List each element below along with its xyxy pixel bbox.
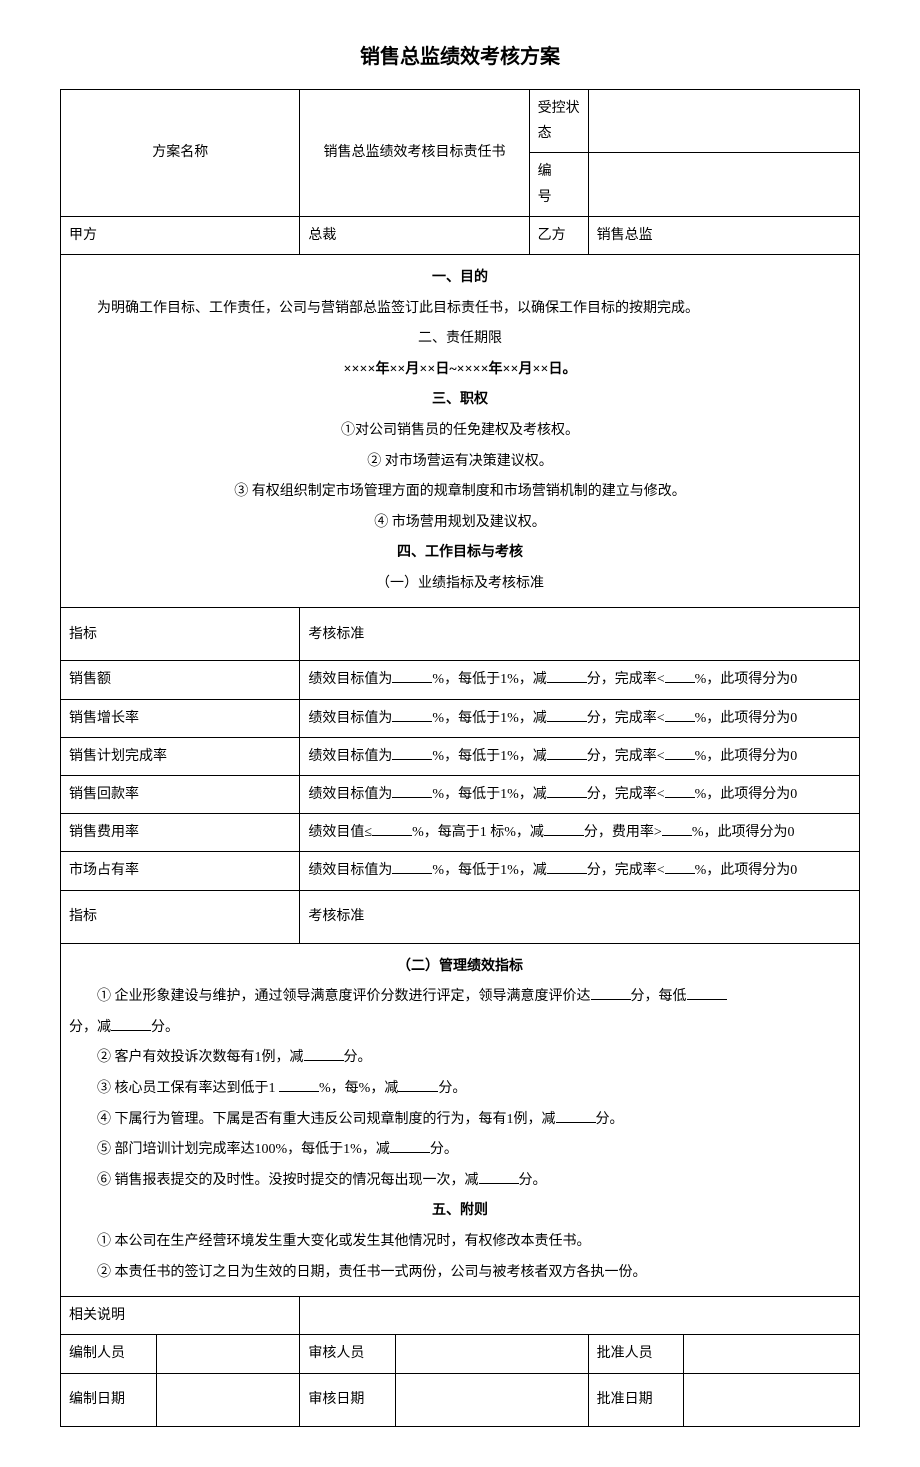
prep-person-value <box>156 1335 300 1373</box>
kpi-footer-standard: 考核标准 <box>300 890 860 943</box>
kpi-row-name: 销售费用率 <box>61 814 300 852</box>
section3-heading: 三、职权 <box>69 387 851 414</box>
number-value <box>588 153 859 216</box>
review-date-value <box>396 1373 588 1426</box>
section1-heading: 一、目的 <box>69 265 851 292</box>
kpi-row-std: 绩效目标值为%，每低于1%，减分，完成率<%，此项得分为0 <box>300 737 860 775</box>
party-b-value: 销售总监 <box>588 216 859 254</box>
status-value <box>588 90 859 153</box>
section4-sub1: （一）业绩指标及考核标准 <box>69 571 851 598</box>
page-title: 销售总监绩效考核方案 <box>60 40 860 69</box>
section4b-heading: （二）管理绩效指标 <box>69 954 851 981</box>
plan-name-value: 销售总监绩效考核目标责任书 <box>300 90 529 217</box>
section5-item: ① 本公司在生产经营环境发生重大变化或发生其他情况时，有权修改本责任书。 <box>69 1229 851 1256</box>
kpi-row-name: 销售额 <box>61 661 300 699</box>
mgmt-item-4: ④ 下属行为管理。下属是否有重大违反公司规章制度的行为，每有1例，减分。 <box>69 1107 851 1134</box>
approve-person-label: 批准人员 <box>588 1335 684 1373</box>
section3-item: ③ 有权组织制定市场管理方面的规章制度和市场营销机制的建立与修改。 <box>69 479 851 506</box>
section1-text: 为明确工作目标、工作责任，公司与营销部总监签订此目标责任书，以确保工作目标的按期… <box>69 296 851 323</box>
approve-person-value <box>684 1335 860 1373</box>
mgmt-item-6: ⑥ 销售报表提交的及时性。没按时提交的情况每出现一次，减分。 <box>69 1168 851 1195</box>
kpi-row-std: 绩效目标值为%，每低于1%，减分，完成率<%，此项得分为0 <box>300 852 860 890</box>
mgmt-item-5: ⑤ 部门培训计划完成率达100%，每低于1%，减分。 <box>69 1137 851 1164</box>
party-a-value: 总裁 <box>300 216 529 254</box>
review-person-label: 审核人员 <box>300 1335 396 1373</box>
kpi-row-std: 绩效目标值为%，每低于1%，减分，完成率<%，此项得分为0 <box>300 699 860 737</box>
section5-heading: 五、附则 <box>69 1198 851 1225</box>
mgmt-item-3: ③ 核心员工保有率达到低于1 %，每%，减分。 <box>69 1076 851 1103</box>
mgmt-item-2: ② 客户有效投诉次数每有1例，减分。 <box>69 1045 851 1072</box>
notes-label: 相关说明 <box>61 1297 300 1335</box>
section3-item: ② 对市场营运有决策建议权。 <box>69 449 851 476</box>
notes-value <box>300 1297 860 1335</box>
mgmt-item-1-cont: 分，减分。 <box>69 1015 851 1042</box>
review-person-value <box>396 1335 588 1373</box>
body-section: 一、目的 为明确工作目标、工作责任，公司与营销部总监签订此目标责任书，以确保工作… <box>61 254 860 608</box>
kpi-row-std: 绩效目标值为%，每低于1%，减分，完成率<%，此项得分为0 <box>300 661 860 699</box>
kpi-footer-indicator: 指标 <box>61 890 300 943</box>
prep-date-value <box>156 1373 300 1426</box>
status-label: 受控状态 <box>529 90 588 153</box>
section2-heading: 二、责任期限 <box>69 326 851 353</box>
prep-date-label: 编制日期 <box>61 1373 157 1426</box>
section3-item: ①对公司销售员的任免建权及考核权。 <box>69 418 851 445</box>
kpi-row-name: 销售增长率 <box>61 699 300 737</box>
document-table: 方案名称 销售总监绩效考核目标责任书 受控状态 编 号 甲方 总裁 乙方 销售总… <box>60 89 860 1427</box>
prep-person-label: 编制人员 <box>61 1335 157 1373</box>
plan-name-label: 方案名称 <box>61 90 300 217</box>
kpi-row-name: 市场占有率 <box>61 852 300 890</box>
kpi-row-name: 销售计划完成率 <box>61 737 300 775</box>
section5-item: ② 本责任书的签订之日为生效的日期，责任书一式两份，公司与被考核者双方各执一份。 <box>69 1260 851 1287</box>
party-b-label: 乙方 <box>529 216 588 254</box>
number-label: 编 号 <box>529 153 588 216</box>
mgmt-item-1: ① 企业形象建设与维护，通过领导满意度评价分数进行评定，领导满意度评价达分，每低 <box>69 984 851 1011</box>
party-a-label: 甲方 <box>61 216 300 254</box>
section2-text: ××××年××月××日~××××年××月××日。 <box>69 357 851 384</box>
section3-item: ④ 市场营用规划及建议权。 <box>69 510 851 537</box>
review-date-label: 审核日期 <box>300 1373 396 1426</box>
kpi-row-std: 绩效目标值为%，每低于1%，减分，完成率<%，此项得分为0 <box>300 776 860 814</box>
kpi-header-indicator: 指标 <box>61 608 300 661</box>
section4-heading: 四、工作目标与考核 <box>69 540 851 567</box>
kpi-header-standard: 考核标准 <box>300 608 860 661</box>
kpi-row-std: 绩效目值≤%，每高于1 标%，减分，费用率>%，此项得分为0 <box>300 814 860 852</box>
body-section-2: （二）管理绩效指标 ① 企业形象建设与维护，通过领导满意度评价分数进行评定，领导… <box>61 943 860 1297</box>
kpi-row-name: 销售回款率 <box>61 776 300 814</box>
approve-date-label: 批准日期 <box>588 1373 684 1426</box>
approve-date-value <box>684 1373 860 1426</box>
